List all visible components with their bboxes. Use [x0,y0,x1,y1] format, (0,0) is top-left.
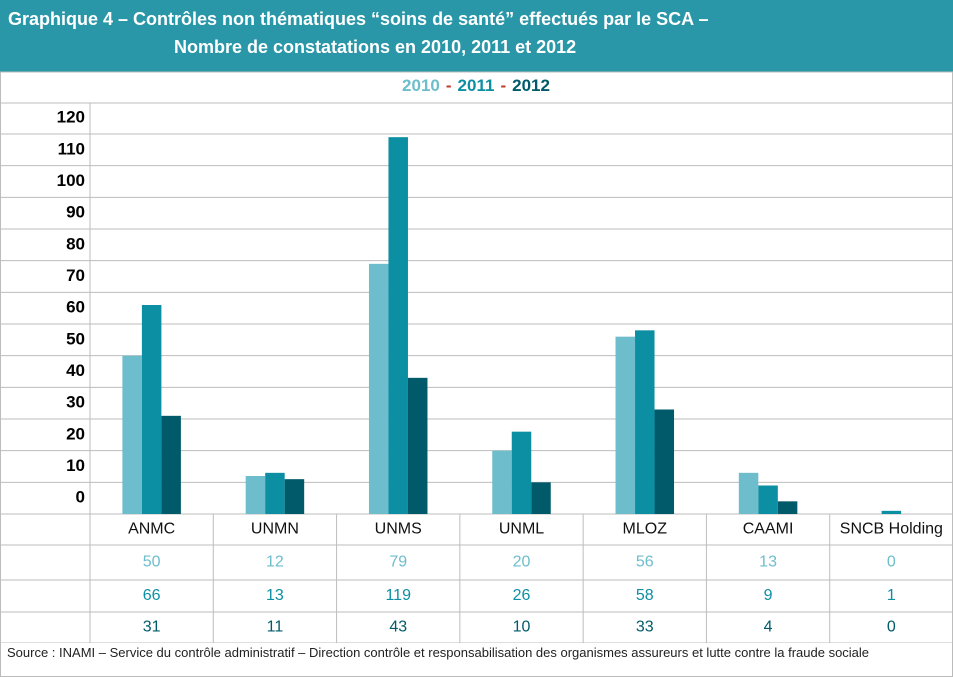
bar [161,415,181,514]
y-tick-label: 0 [76,488,85,507]
chart-title: Nombre de constatations en 2010, 2011 et… [174,37,576,57]
bar [531,482,551,514]
y-tick-label: 70 [66,266,85,285]
chart-title: Graphique 4 – Contrôles non thématiques … [8,9,709,29]
y-tick-label: 50 [66,329,85,348]
table-value: 79 [389,554,407,571]
bar [758,485,778,514]
bar [492,450,512,514]
table-value: 56 [636,554,654,571]
table-value: 9 [764,587,773,604]
chart: Graphique 4 – Contrôles non thématiques … [0,0,953,643]
source-note: Source : INAMI – Service du contrôle adm… [0,643,953,677]
legend-separator: - [446,76,452,95]
table-value: 43 [389,619,407,636]
x-tick-label: ANMC [128,521,175,538]
table-value: 20 [513,554,531,571]
table-value: 31 [143,619,161,636]
y-tick-label: 90 [66,203,85,222]
table-value: 0 [887,619,896,636]
y-tick-label: 110 [58,139,85,158]
x-tick-label: SNCB Holding [840,521,943,538]
bar [368,263,389,514]
table-value: 0 [887,554,896,571]
table-value: 13 [266,587,284,604]
bar [141,305,162,514]
y-tick-label: 80 [66,234,85,253]
legend-entry: 2010 [402,76,440,95]
bar [407,377,428,514]
bar [615,336,636,514]
x-tick-label: UNMN [251,521,299,538]
bar [635,330,655,514]
bar [777,501,798,514]
legend-entry: 2012 [512,76,550,95]
table-value: 11 [267,619,284,636]
x-tick-label: UNMS [375,521,422,538]
y-tick-label: 10 [66,456,85,475]
table-value: 50 [143,554,161,571]
bar [388,137,408,514]
table-value: 13 [759,554,777,571]
y-tick-label: 20 [66,424,85,443]
x-tick-label: MLOZ [623,521,668,538]
y-tick-label: 30 [66,393,85,412]
bar [245,476,266,514]
legend: 2010-2011-2012 [402,76,550,95]
bar [738,472,759,514]
x-tick-label: UNML [499,521,544,538]
bar [284,479,305,514]
bar [654,409,675,514]
legend-separator: - [500,76,506,95]
table-value: 26 [513,587,531,604]
y-tick-label: 100 [57,171,85,190]
y-tick-label: 40 [66,361,85,380]
bar [265,472,285,514]
table-value: 10 [513,619,531,636]
y-tick-label: 120 [57,108,85,127]
table-value: 33 [636,619,654,636]
legend-entry: 2011 [458,76,495,95]
header-band [0,0,953,72]
table-value: 66 [143,587,161,604]
x-tick-label: CAAMI [743,521,794,538]
y-tick-label: 60 [66,298,85,317]
table-value: 119 [385,587,411,604]
bar [122,355,142,514]
table-value: 4 [764,619,773,636]
table-value: 12 [266,554,284,571]
bar [881,510,902,514]
bar [511,431,532,514]
table-value: 58 [636,587,654,604]
table-value: 1 [887,587,896,604]
